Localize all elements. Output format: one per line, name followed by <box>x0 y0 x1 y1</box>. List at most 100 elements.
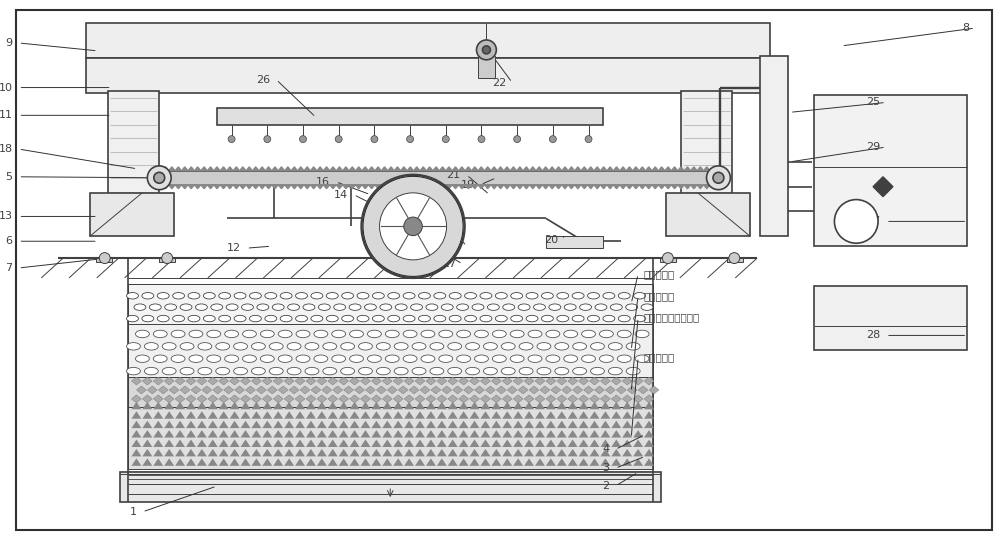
Polygon shape <box>611 411 621 419</box>
Circle shape <box>228 136 235 143</box>
Ellipse shape <box>296 315 307 322</box>
Polygon shape <box>573 386 583 394</box>
Polygon shape <box>414 185 420 189</box>
Polygon shape <box>590 411 599 419</box>
Polygon shape <box>590 449 599 456</box>
Polygon shape <box>518 386 528 394</box>
Ellipse shape <box>511 293 523 299</box>
Polygon shape <box>404 377 414 385</box>
Ellipse shape <box>303 304 315 310</box>
Polygon shape <box>600 402 610 410</box>
Polygon shape <box>633 395 643 403</box>
Ellipse shape <box>430 367 444 375</box>
Polygon shape <box>323 167 330 171</box>
Ellipse shape <box>171 355 185 362</box>
Polygon shape <box>611 430 621 437</box>
Polygon shape <box>502 402 512 410</box>
Polygon shape <box>262 395 272 403</box>
Polygon shape <box>361 402 370 410</box>
Polygon shape <box>470 402 479 410</box>
Polygon shape <box>164 458 174 466</box>
Polygon shape <box>480 449 490 456</box>
Polygon shape <box>306 440 316 447</box>
Polygon shape <box>433 185 439 189</box>
Polygon shape <box>555 167 562 171</box>
Polygon shape <box>704 167 710 171</box>
Polygon shape <box>304 185 310 189</box>
Polygon shape <box>175 430 185 437</box>
Polygon shape <box>142 458 152 466</box>
Ellipse shape <box>501 367 515 375</box>
Ellipse shape <box>357 315 369 322</box>
Polygon shape <box>491 421 501 428</box>
Polygon shape <box>557 421 567 428</box>
Polygon shape <box>549 185 555 189</box>
Polygon shape <box>590 421 599 428</box>
Polygon shape <box>404 440 414 447</box>
Polygon shape <box>284 440 294 447</box>
Ellipse shape <box>219 315 231 322</box>
Ellipse shape <box>188 315 200 322</box>
Ellipse shape <box>372 315 384 322</box>
Ellipse shape <box>555 367 569 375</box>
Ellipse shape <box>326 315 338 322</box>
Bar <box>90 192 174 236</box>
Polygon shape <box>426 411 436 419</box>
Polygon shape <box>459 449 469 456</box>
Polygon shape <box>382 458 392 466</box>
Circle shape <box>99 252 110 264</box>
Polygon shape <box>393 402 403 410</box>
Polygon shape <box>153 421 163 428</box>
Ellipse shape <box>411 304 422 310</box>
Polygon shape <box>197 411 207 419</box>
Ellipse shape <box>394 343 408 350</box>
Polygon shape <box>382 402 392 410</box>
Polygon shape <box>611 377 621 385</box>
Ellipse shape <box>203 293 215 299</box>
Ellipse shape <box>457 330 471 338</box>
Circle shape <box>404 217 422 236</box>
Polygon shape <box>241 411 250 419</box>
Ellipse shape <box>526 293 538 299</box>
Polygon shape <box>546 395 556 403</box>
Polygon shape <box>175 167 182 171</box>
Polygon shape <box>387 386 397 394</box>
Text: 2: 2 <box>602 481 609 491</box>
Polygon shape <box>426 440 436 447</box>
Polygon shape <box>513 402 523 410</box>
Polygon shape <box>317 440 327 447</box>
Circle shape <box>477 40 496 60</box>
Polygon shape <box>262 458 272 466</box>
Polygon shape <box>207 167 214 171</box>
Polygon shape <box>502 395 512 403</box>
Polygon shape <box>546 430 556 437</box>
Polygon shape <box>484 185 491 189</box>
Polygon shape <box>622 421 632 428</box>
Ellipse shape <box>173 315 185 322</box>
Polygon shape <box>524 411 534 419</box>
Polygon shape <box>579 449 589 456</box>
Polygon shape <box>600 167 607 171</box>
Ellipse shape <box>376 367 390 375</box>
Polygon shape <box>317 458 327 466</box>
Polygon shape <box>241 449 250 456</box>
Polygon shape <box>343 167 349 171</box>
Polygon shape <box>562 167 568 171</box>
Circle shape <box>482 46 490 54</box>
Polygon shape <box>480 440 490 447</box>
Ellipse shape <box>127 367 140 375</box>
Polygon shape <box>575 167 581 171</box>
Ellipse shape <box>257 304 269 310</box>
Ellipse shape <box>219 293 231 299</box>
Polygon shape <box>448 411 458 419</box>
Polygon shape <box>590 395 599 403</box>
Polygon shape <box>241 430 250 437</box>
Polygon shape <box>361 421 370 428</box>
Polygon shape <box>251 430 261 437</box>
Polygon shape <box>317 185 323 189</box>
Text: 沥青下面层: 沥青下面层 <box>643 291 674 301</box>
Bar <box>478 56 495 78</box>
Ellipse shape <box>503 304 515 310</box>
Ellipse shape <box>211 304 223 310</box>
Polygon shape <box>169 167 175 171</box>
